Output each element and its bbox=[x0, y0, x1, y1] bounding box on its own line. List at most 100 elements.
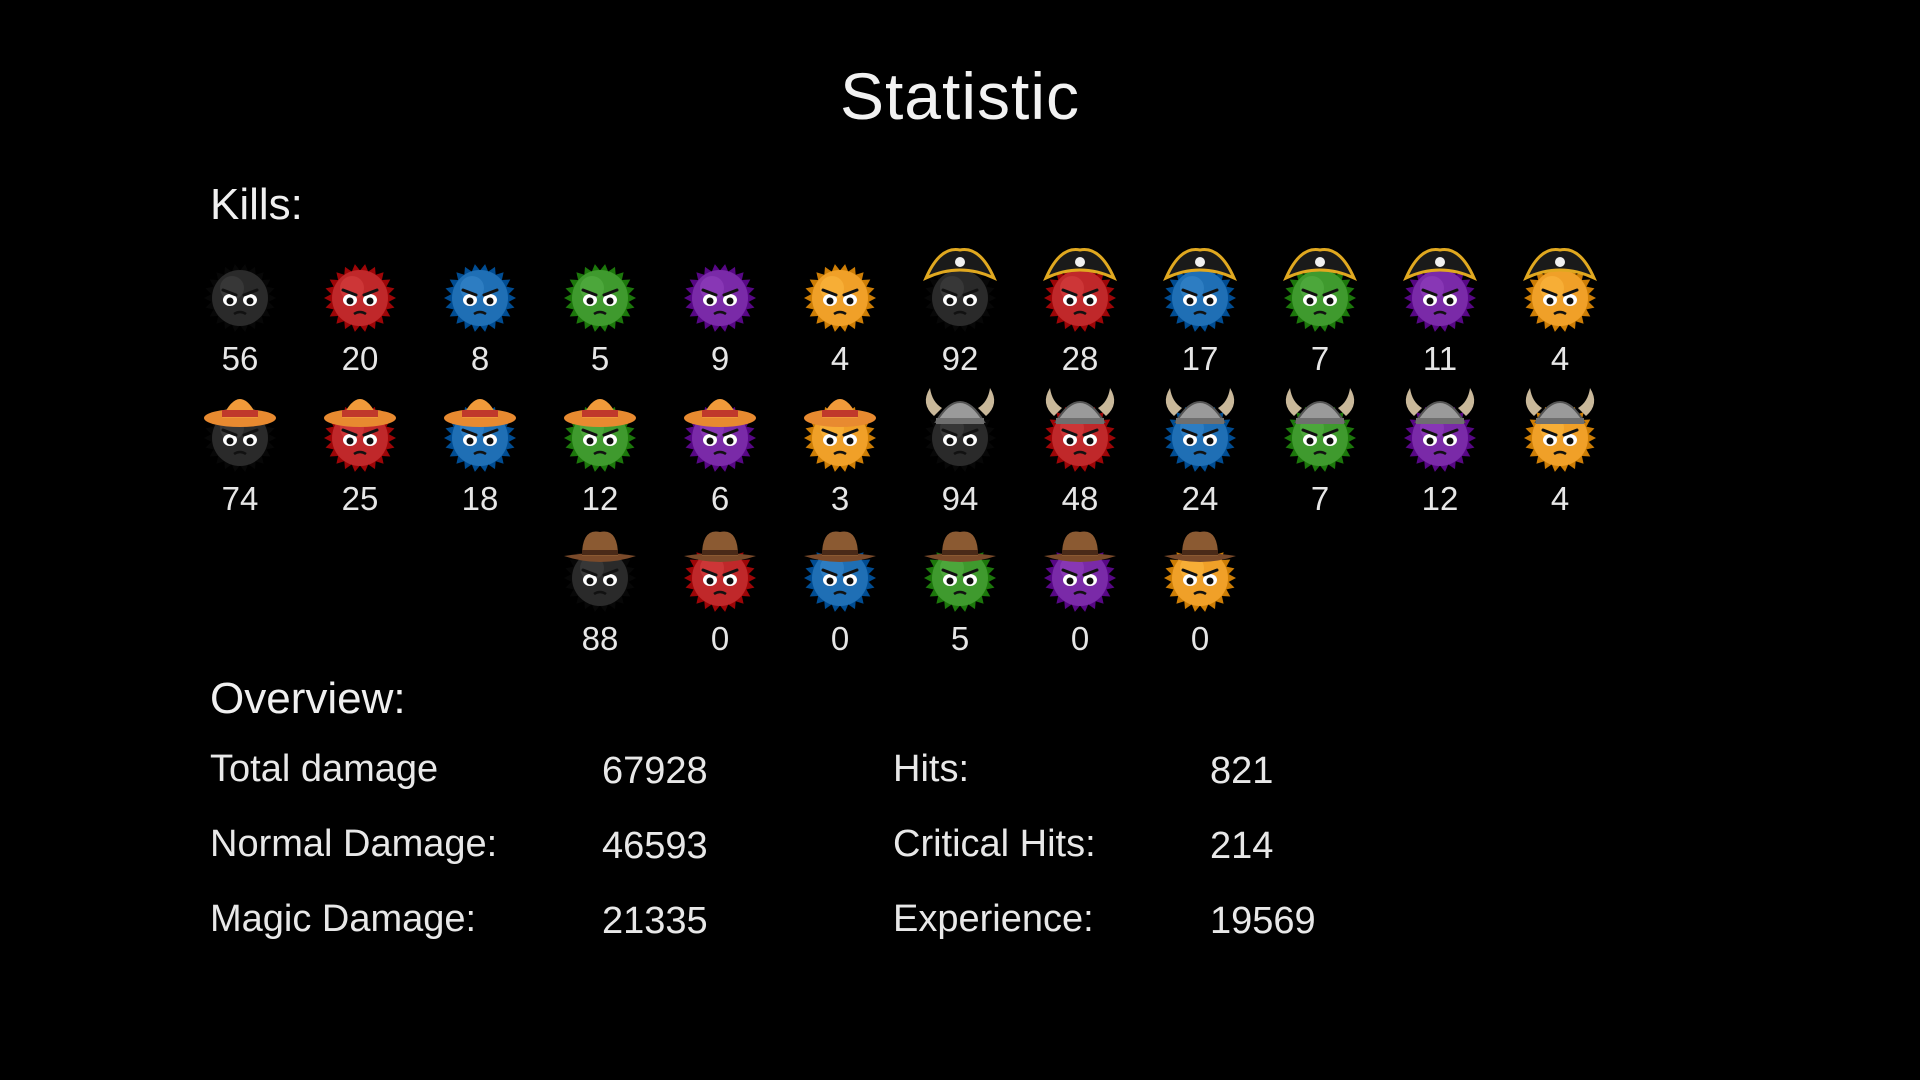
kill-count: 5 bbox=[590, 340, 610, 377]
monster-kill-cell: 4 bbox=[1500, 240, 1620, 380]
sombrero-icon bbox=[804, 399, 876, 427]
cowboy-hat-icon bbox=[804, 531, 876, 562]
monster-kill-cell: 3 bbox=[780, 380, 900, 520]
total-damage-value: 67928 bbox=[602, 750, 708, 792]
viking-helmet-icon bbox=[1165, 388, 1235, 424]
magic-damage-value: 21335 bbox=[602, 900, 708, 942]
monster-body bbox=[1044, 544, 1116, 612]
pirate-hat-icon bbox=[1043, 248, 1117, 282]
sombrero-icon bbox=[204, 399, 276, 427]
kill-count: 28 bbox=[1061, 340, 1099, 377]
kill-count: 12 bbox=[1421, 480, 1459, 517]
monster-kill-cell: 56 bbox=[180, 240, 300, 380]
cowboy-hat-icon bbox=[564, 531, 636, 562]
monster-icon bbox=[1164, 388, 1236, 472]
monster-icon bbox=[564, 531, 636, 612]
monster-kill-cell: 5 bbox=[540, 240, 660, 380]
kill-count: 0 bbox=[1190, 620, 1210, 657]
monster-kill-cell: 94 bbox=[900, 380, 1020, 520]
total-damage-label: Total damage bbox=[210, 748, 439, 790]
critical-hits-label: Critical Hits: bbox=[893, 823, 1096, 865]
sombrero-icon bbox=[444, 399, 516, 427]
kill-count: 4 bbox=[830, 340, 850, 377]
monster-body bbox=[564, 264, 636, 332]
monster-body bbox=[1284, 264, 1356, 332]
monster-kill-cell: 0 bbox=[1020, 520, 1140, 660]
monster-body bbox=[1164, 544, 1236, 612]
monster-icon bbox=[1524, 388, 1596, 472]
sombrero-icon bbox=[324, 399, 396, 427]
page-title: Statistic bbox=[839, 59, 1081, 133]
monster-kill-cell: 4 bbox=[1500, 380, 1620, 520]
monster-body bbox=[1524, 264, 1596, 332]
kill-count: 20 bbox=[341, 340, 379, 377]
viking-helmet-icon bbox=[1405, 388, 1475, 424]
pirate-hat-icon bbox=[923, 248, 997, 282]
kill-count: 0 bbox=[710, 620, 730, 657]
monster-icon bbox=[924, 388, 996, 472]
cowboy-hat-icon bbox=[1044, 531, 1116, 562]
monster-kill-cell: 6 bbox=[660, 380, 780, 520]
monster-icon bbox=[1403, 248, 1477, 332]
kill-count: 8 bbox=[470, 340, 490, 377]
monster-icon bbox=[1284, 388, 1356, 472]
magic-damage-label: Magic Damage: bbox=[210, 898, 477, 940]
monster-body bbox=[444, 264, 516, 332]
monster-icon bbox=[684, 399, 756, 472]
cowboy-hat-icon bbox=[1164, 531, 1236, 562]
viking-helmet-icon bbox=[1285, 388, 1355, 424]
kill-count: 3 bbox=[830, 480, 850, 517]
kill-count: 24 bbox=[1181, 480, 1219, 517]
sombrero-icon bbox=[684, 399, 756, 427]
normal-damage-value: 46593 bbox=[602, 825, 708, 867]
viking-helmet-icon bbox=[1525, 388, 1595, 424]
hits-value: 821 bbox=[1210, 750, 1274, 792]
monster-icon bbox=[1043, 248, 1117, 332]
viking-helmet-icon bbox=[925, 388, 995, 424]
monster-icon bbox=[1523, 248, 1597, 332]
sombrero-icon bbox=[564, 399, 636, 427]
monster-kill-cell: 74 bbox=[180, 380, 300, 520]
pirate-hat-icon bbox=[1163, 248, 1237, 282]
hits-label: Hits: bbox=[893, 748, 969, 790]
monster-icon bbox=[1163, 248, 1237, 332]
kill-count: 12 bbox=[581, 480, 619, 517]
monster-body bbox=[324, 264, 396, 332]
monster-body bbox=[804, 544, 876, 612]
monster-icon bbox=[204, 399, 276, 472]
monster-kill-cell: 8 bbox=[420, 240, 540, 380]
monster-icon bbox=[444, 264, 516, 332]
monster-kill-cell: 12 bbox=[540, 380, 660, 520]
kill-count: 56 bbox=[221, 340, 259, 377]
kill-count: 18 bbox=[461, 480, 499, 517]
monster-kill-cell: 0 bbox=[660, 520, 780, 660]
kill-count: 92 bbox=[941, 340, 979, 377]
monster-kill-cell: 7 bbox=[1260, 240, 1380, 380]
monster-kill-cell: 12 bbox=[1380, 380, 1500, 520]
kill-count: 94 bbox=[941, 480, 979, 517]
kills-heading: Kills: bbox=[210, 180, 303, 229]
monster-kill-cell: 92 bbox=[900, 240, 1020, 380]
monster-body bbox=[804, 264, 876, 332]
kill-count: 74 bbox=[221, 480, 259, 517]
kill-count: 0 bbox=[1070, 620, 1090, 657]
monster-icon bbox=[804, 264, 876, 332]
monster-kill-cell: 9 bbox=[660, 240, 780, 380]
monster-kill-cell: 4 bbox=[780, 240, 900, 380]
monster-icon bbox=[684, 264, 756, 332]
monster-kill-cell: 18 bbox=[420, 380, 540, 520]
monster-body bbox=[684, 264, 756, 332]
monster-body bbox=[204, 264, 276, 332]
pirate-hat-icon bbox=[1403, 248, 1477, 282]
monster-icon bbox=[923, 248, 997, 332]
monster-icon bbox=[924, 531, 996, 612]
kill-count: 48 bbox=[1061, 480, 1099, 517]
kill-count: 11 bbox=[1422, 340, 1458, 377]
experience-label: Experience: bbox=[893, 898, 1094, 940]
normal-damage-label: Normal Damage: bbox=[210, 823, 498, 865]
kill-count: 4 bbox=[1550, 480, 1570, 517]
monster-body bbox=[564, 544, 636, 612]
kill-count: 17 bbox=[1181, 340, 1219, 377]
monster-kill-cell: 0 bbox=[780, 520, 900, 660]
monster-kill-cell: 5 bbox=[900, 520, 1020, 660]
